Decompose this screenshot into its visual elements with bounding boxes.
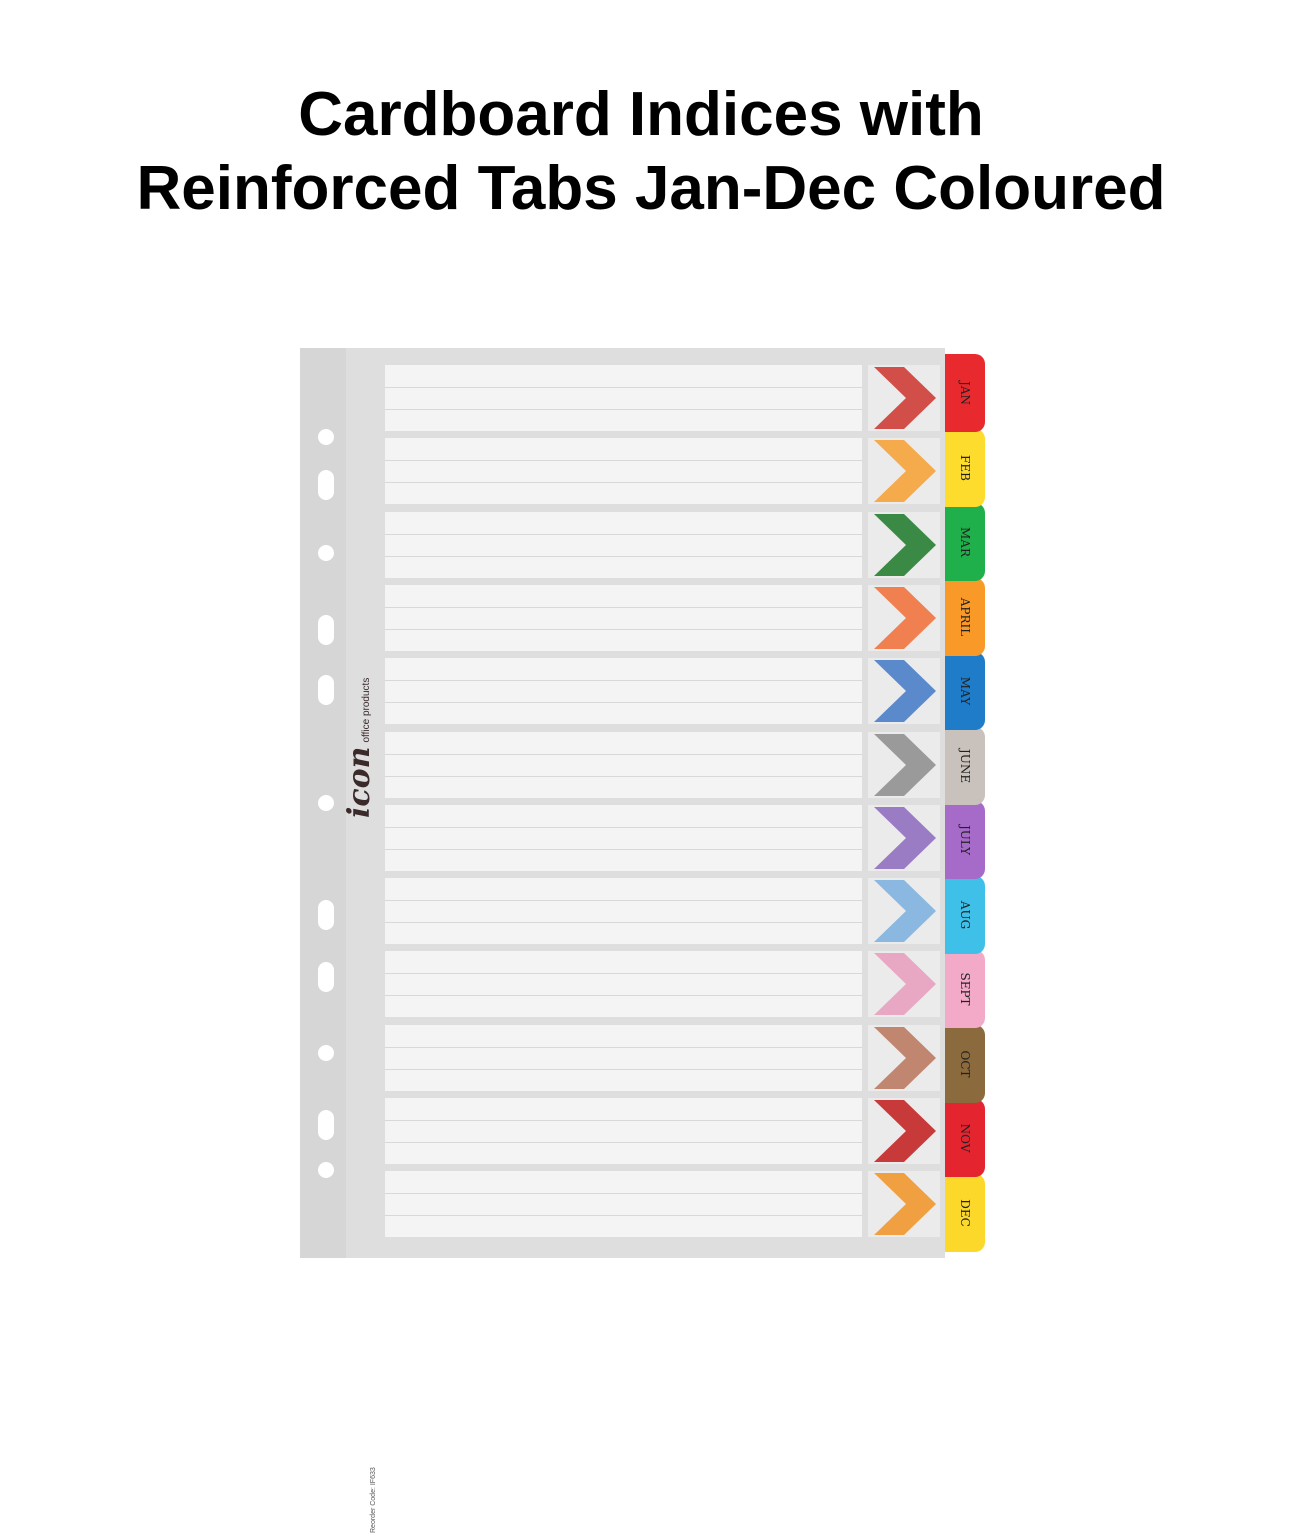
label-row[interactable] [385,584,862,651]
tab-label: NOV [958,1123,972,1153]
label-row[interactable] [385,804,862,871]
tab-dec[interactable]: DEC [945,1173,985,1252]
ruled-line [385,995,862,997]
ruled-line [385,900,862,902]
chevron-icon [868,365,940,431]
ruled-line [385,922,862,924]
tab-april[interactable]: APRIL [945,577,985,656]
tab-label: SEPT [958,972,972,1006]
ruled-line [385,775,862,777]
punch-hole [318,1162,334,1178]
index-divider-sheet: icon office products Reorder Code: IF633 [300,348,945,1533]
tab-label: MAY [958,676,972,706]
label-row[interactable] [385,511,862,578]
ruled-line [385,1120,862,1121]
label-row[interactable] [385,438,862,505]
tab-mar[interactable]: MAR [945,503,985,581]
ruled-line [385,848,862,850]
punch-hole [318,1045,334,1061]
page-title: Cardboard Indices with Reinforced Tabs J… [0,78,1302,226]
chevron-icon [868,658,940,725]
punch-hole [318,795,334,811]
ruled-line [385,702,862,704]
chevron-icon [868,1024,940,1091]
tab-label: JULY [958,824,972,856]
chevron-icon [868,731,940,798]
reorder-code: Reorder Code: IF633 [370,1467,377,1533]
label-row[interactable] [385,731,862,798]
tab-june[interactable]: JUNE [945,726,985,805]
chevron-icon [868,1098,940,1164]
tab-label: AUG [958,900,972,929]
ruled-line [385,973,862,975]
brand-logo: icon office products [342,678,377,818]
punch-hole [318,429,334,445]
tab-label: MAR [958,527,972,557]
punch-hole [318,1110,334,1140]
ruled-line [385,680,862,682]
ruled-line [385,1215,862,1217]
tab-july[interactable]: JULY [945,801,985,879]
chevron-icon [868,878,940,945]
tab-label: DEC [958,1198,972,1227]
tab-label: APRIL [958,597,972,636]
ruled-line [385,482,862,484]
tab-aug[interactable]: AUG [945,875,985,954]
title-line-2: Reinforced Tabs Jan-Dec Coloured [136,154,1166,223]
tab-jan[interactable]: JAN [945,354,985,432]
chevron-icon [868,438,940,505]
tab-sept[interactable]: SEPT [945,950,985,1028]
chevron-icon [868,951,940,1018]
ruled-line [385,753,862,755]
chevron-icon [868,511,940,578]
punch-hole [318,962,334,992]
tab-label: FEB [958,454,972,481]
ruled-line [385,1068,862,1070]
tab-oct[interactable]: OCT [945,1024,985,1103]
ruled-line [385,826,862,828]
ruled-line [385,533,862,535]
ruled-line [385,555,862,557]
punch-hole [318,900,334,930]
label-row[interactable] [385,878,862,945]
label-row[interactable] [385,1024,862,1091]
ruled-line [385,387,862,388]
ruled-line [385,628,862,630]
label-row[interactable] [385,1171,862,1238]
ruled-line [385,409,862,410]
ruled-line [385,1142,862,1143]
tab-label: JUNE [958,748,972,783]
title-line-1: Cardboard Indices with [298,80,984,149]
tab-feb[interactable]: FEB [945,428,985,507]
chevron-icon [868,1171,940,1238]
punch-hole [318,615,334,645]
chevron-icon [868,804,940,871]
tab-label: OCT [958,1049,972,1078]
ruled-line [385,1046,862,1048]
label-row[interactable] [385,365,862,431]
ruled-line [385,460,862,462]
brand-subtitle: office products [361,677,372,743]
tab-nov[interactable]: NOV [945,1099,985,1177]
chevron-icon [868,584,940,651]
punch-hole [318,675,334,705]
ruled-line [385,1193,862,1195]
ruled-line [385,606,862,608]
tab-label: JAN [958,381,972,405]
label-row[interactable] [385,951,862,1018]
label-row[interactable] [385,658,862,725]
punched-margin [300,348,346,1258]
label-row[interactable] [385,1098,862,1164]
brand-name: icon [342,746,377,818]
punch-hole [318,470,334,500]
punch-hole [318,545,334,561]
tab-may[interactable]: MAY [945,652,985,730]
